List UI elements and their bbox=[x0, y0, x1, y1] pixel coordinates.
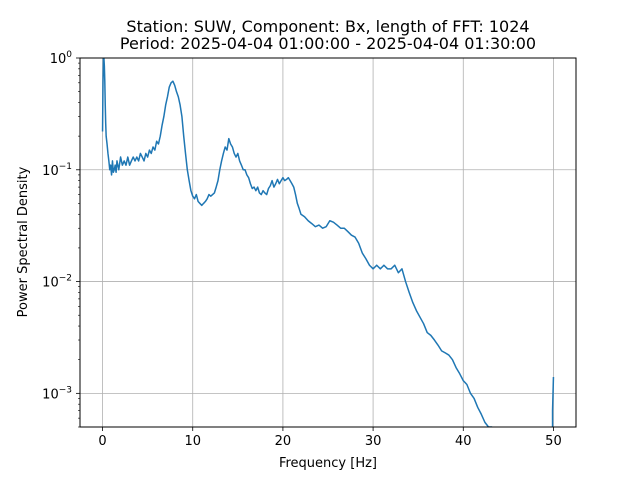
grid bbox=[80, 57, 576, 427]
y-tick-label: 10−3 bbox=[42, 385, 72, 402]
chart-title-line2: Period: 2025-04-04 01:00:00 - 2025-04-04… bbox=[120, 34, 536, 53]
x-tick-label: 30 bbox=[365, 434, 382, 449]
y-tick-label: 10−1 bbox=[42, 162, 72, 179]
chart-title-line1: Station: SUW, Component: Bx, length of F… bbox=[126, 17, 529, 36]
y-tick-label: 100 bbox=[50, 50, 73, 67]
y-tick-label: 10−2 bbox=[42, 274, 72, 291]
x-tick-label: 40 bbox=[455, 434, 472, 449]
y-axis-label: Power Spectral Density bbox=[16, 166, 31, 317]
axis-ticks: 0 10 20 30 40 50 10−3 10−2 10−1 100 bbox=[42, 50, 562, 449]
plot-frame bbox=[79, 57, 577, 428]
psd-series-line bbox=[551, 376, 555, 427]
plot-area bbox=[101, 58, 555, 427]
x-tick-label: 50 bbox=[545, 434, 562, 449]
psd-series-line bbox=[101, 58, 493, 427]
x-tick-label: 20 bbox=[275, 434, 292, 449]
x-tick-label: 10 bbox=[184, 434, 201, 449]
x-tick-label: 0 bbox=[98, 434, 106, 449]
x-axis-label: Frequency [Hz] bbox=[279, 456, 377, 471]
